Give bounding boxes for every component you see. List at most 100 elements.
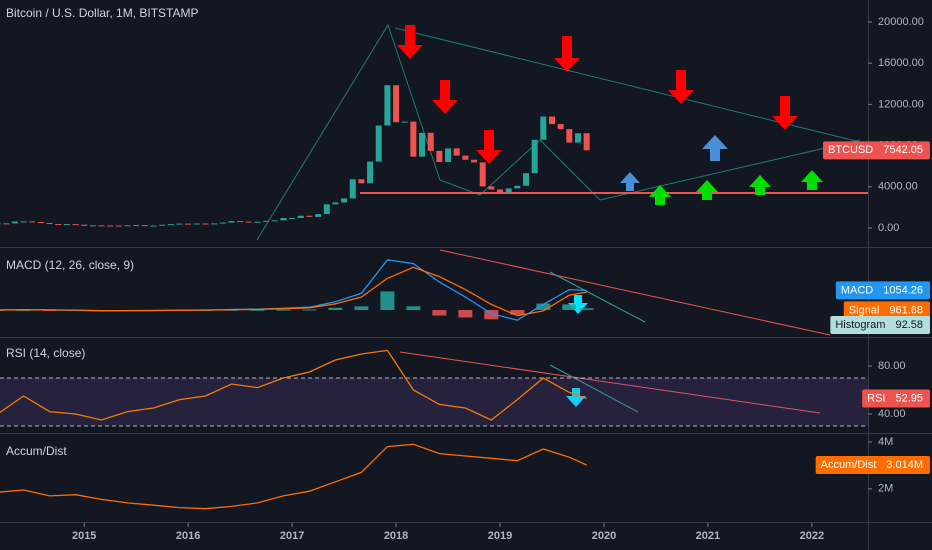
down-arrow xyxy=(476,130,502,164)
trend-line xyxy=(549,271,646,323)
histogram-bar xyxy=(510,310,525,315)
candle xyxy=(133,225,140,227)
value-box-value: 3.014M xyxy=(886,459,923,471)
macd-title: MACD (12, 26, close, 9) xyxy=(6,258,134,272)
candle xyxy=(89,225,96,227)
candle xyxy=(124,225,131,227)
candle xyxy=(419,132,426,157)
candle xyxy=(211,223,218,225)
x-tick-label: 2020 xyxy=(592,530,616,542)
candle xyxy=(185,223,192,225)
y-tick-label: 4000.00 xyxy=(878,181,918,193)
candle xyxy=(488,186,495,190)
x-tick-label: 2021 xyxy=(696,530,720,542)
candle xyxy=(471,159,478,163)
drawings xyxy=(256,23,868,414)
value-box: MACD 1054.26 xyxy=(835,281,930,300)
up-arrow xyxy=(702,135,728,161)
y-tick-label: 16000.00 xyxy=(878,57,924,69)
candle xyxy=(427,132,434,151)
y-tick-label: 40.00 xyxy=(878,408,906,420)
histogram-bar xyxy=(432,310,447,316)
down-arrow xyxy=(397,25,423,59)
histogram-bar xyxy=(579,308,594,311)
candle xyxy=(159,224,166,226)
candle xyxy=(540,116,547,140)
candle xyxy=(193,223,200,225)
trend-line xyxy=(549,364,639,413)
candle xyxy=(280,218,287,221)
histogram-bar xyxy=(328,307,343,311)
histogram-bar xyxy=(276,309,291,311)
candle xyxy=(115,225,122,227)
candle xyxy=(375,125,382,162)
candle xyxy=(531,139,538,174)
candle xyxy=(297,215,304,219)
up-arrow xyxy=(749,175,771,195)
histogram-bar xyxy=(458,310,473,318)
rsi-title: RSI (14, close) xyxy=(6,346,85,360)
price-title: Bitcoin / U.S. Dollar, 1M, BITSTAMP xyxy=(6,6,199,20)
candle xyxy=(245,221,252,223)
down-arrow xyxy=(568,295,588,314)
down-arrow xyxy=(554,36,580,72)
candle xyxy=(557,124,564,130)
trend-line xyxy=(256,23,861,241)
value-box-name: Accum/Dist xyxy=(821,459,877,471)
candle xyxy=(306,215,313,217)
candle xyxy=(141,225,148,227)
candle xyxy=(219,222,226,224)
series-line xyxy=(0,349,587,421)
candle xyxy=(0,223,1,225)
candle xyxy=(384,85,391,126)
value-box-bg xyxy=(843,301,930,320)
candle xyxy=(401,121,408,123)
value-box-bg xyxy=(830,316,930,334)
arrows xyxy=(397,25,823,407)
value-box-bg xyxy=(862,389,930,408)
candle xyxy=(107,225,114,227)
value-box: RSI 52.95 xyxy=(862,389,930,408)
candle xyxy=(367,161,374,184)
value-box: Signal 961.68 xyxy=(843,301,930,320)
candle xyxy=(176,223,183,225)
x-tick-label: 2015 xyxy=(72,530,96,542)
value-box-value: 52.95 xyxy=(895,392,923,404)
x-tick-label: 2017 xyxy=(280,530,304,542)
candle xyxy=(566,129,573,143)
candle xyxy=(271,220,278,222)
candle xyxy=(410,121,417,157)
y-tick-label: 0.00 xyxy=(878,222,899,234)
y-tick-label: 80.00 xyxy=(878,360,906,372)
down-arrow xyxy=(668,70,694,104)
x-tick-label: 2016 xyxy=(176,530,200,542)
value-box-value: 1054.26 xyxy=(883,284,923,296)
y-tick-label: 20000.00 xyxy=(878,16,924,28)
candle xyxy=(514,185,521,189)
y-tick-label: 12000.00 xyxy=(878,98,924,110)
candle xyxy=(37,221,44,224)
value-box-value: 7542.05 xyxy=(883,144,923,156)
candle xyxy=(81,224,88,226)
up-arrow xyxy=(649,185,671,205)
candle xyxy=(341,198,348,203)
candle xyxy=(98,225,105,227)
candle xyxy=(445,148,452,163)
value-box-name: RSI xyxy=(867,392,885,404)
candle xyxy=(574,133,581,143)
candle xyxy=(202,223,209,225)
histogram-bar xyxy=(484,310,499,320)
up-arrow xyxy=(696,180,718,200)
candle xyxy=(332,202,339,205)
candle xyxy=(358,179,365,184)
series-line xyxy=(0,443,587,510)
candle xyxy=(315,214,322,217)
histogram-bar xyxy=(536,303,551,311)
candle xyxy=(72,224,79,226)
candle xyxy=(453,148,460,156)
up-arrow xyxy=(801,170,823,190)
value-box: Accum/Dist 3.014M xyxy=(815,456,930,475)
ad-title: Accum/Dist xyxy=(6,444,67,458)
y-tick-label: 4M xyxy=(878,436,893,448)
